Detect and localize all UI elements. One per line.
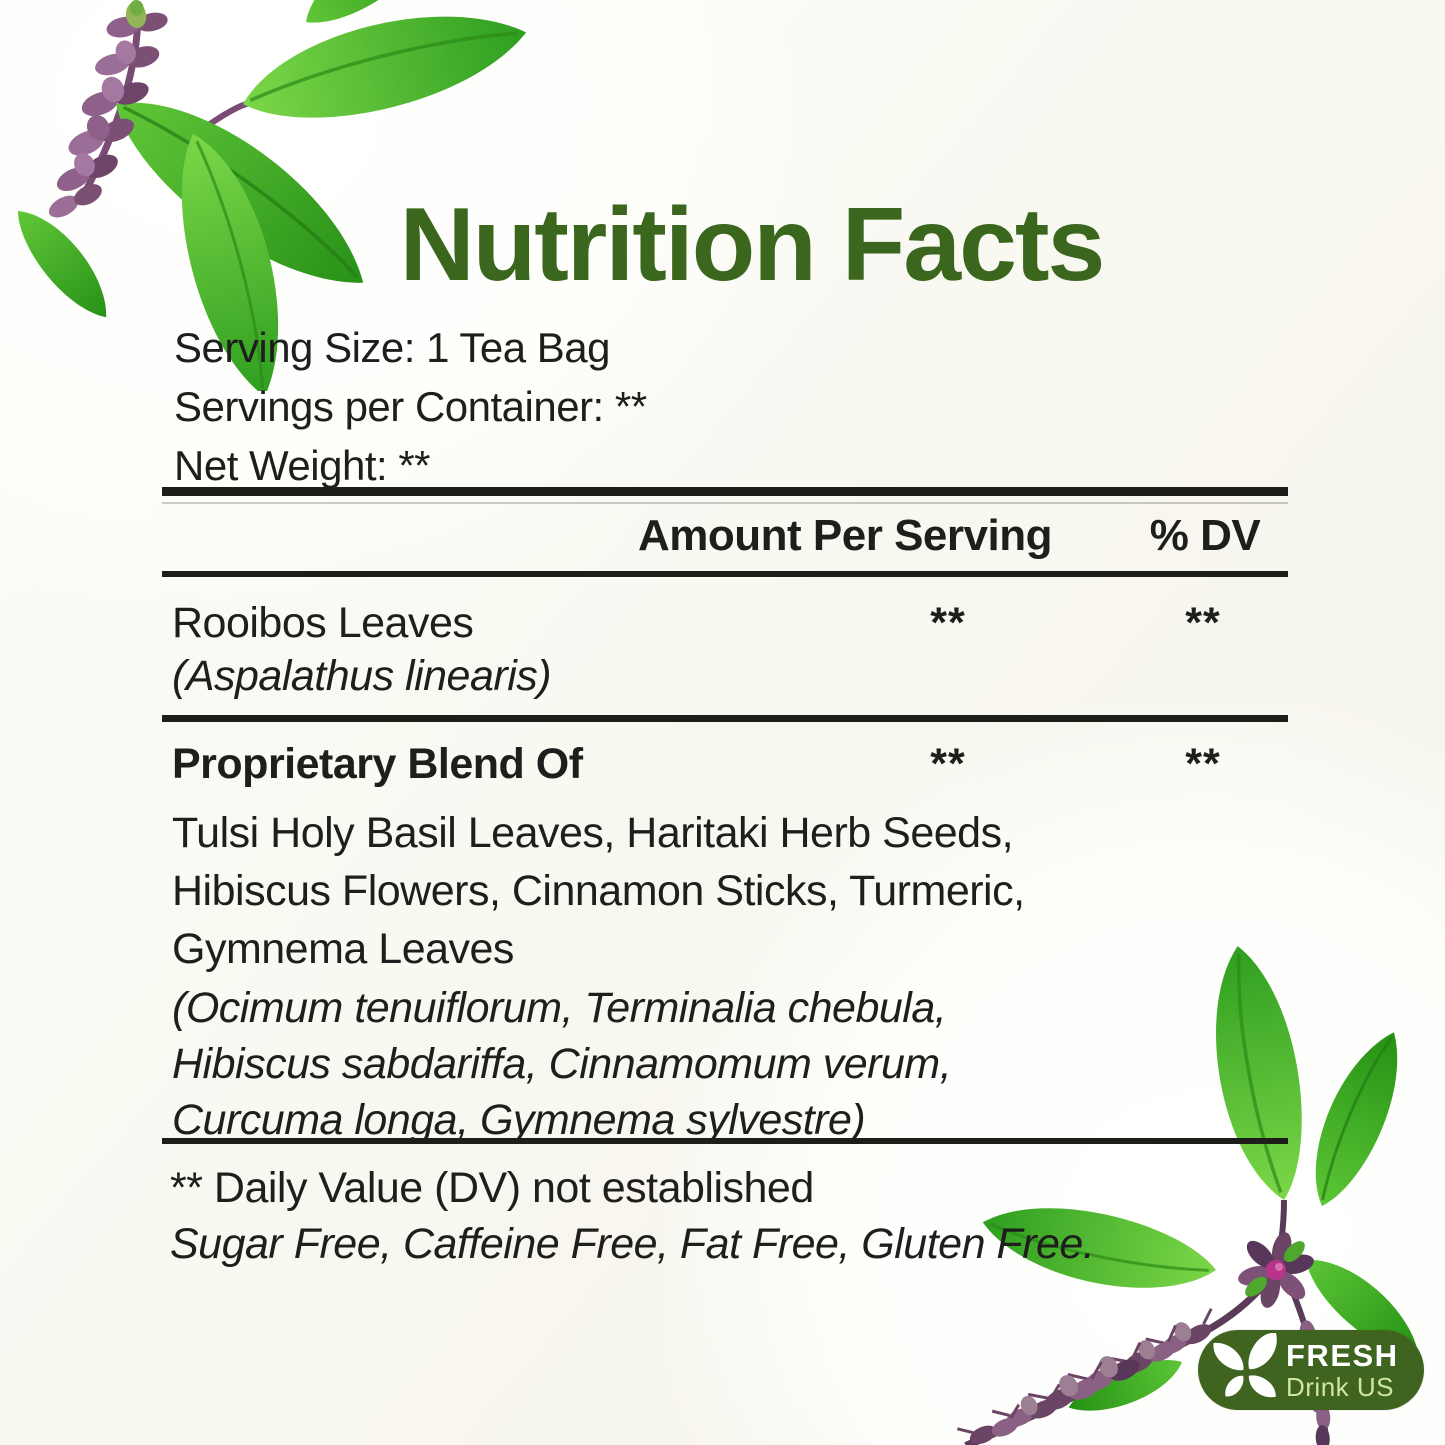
blend-latin-line: Curcuma longa, Gymnema sylvestre) (172, 1096, 866, 1144)
leaf-cluster-icon (1213, 1333, 1277, 1398)
tulsi-plant-bottom-right-icon (956, 946, 1419, 1445)
flower-spike (956, 1308, 1331, 1445)
table-bottom-rule (162, 1138, 1288, 1144)
row-blend-dv: ** (1185, 740, 1221, 788)
row-rooibos-latin: (Aspalathus linearis) (172, 652, 552, 700)
net-weight: Net Weight: ** (174, 442, 431, 489)
row-rooibos-amount: ** (930, 599, 966, 647)
blend-components: Tulsi Holy Basil Leaves, Haritaki Herb S… (172, 804, 1025, 978)
brand-logo-text: FRESH Drink US (1286, 1340, 1399, 1400)
brand-name: FRESH (1286, 1338, 1399, 1373)
dv-footnote: ** Daily Value (DV) not established (170, 1164, 814, 1212)
free-claims: Sugar Free, Caffeine Free, Fat Free, Glu… (170, 1220, 1095, 1268)
column-header-amount: Amount Per Serving (638, 511, 1052, 560)
blend-components-line: Tulsi Holy Basil Leaves, Haritaki Herb S… (172, 809, 1014, 857)
brand-logo: FRESH Drink US (1198, 1330, 1424, 1410)
page-title: Nutrition Facts (399, 187, 1106, 303)
blend-components-line: Hibiscus Flowers, Cinnamon Sticks, Turme… (172, 867, 1025, 915)
tulsi-plant-top-left-icon (17, 0, 527, 391)
row-rooibos-name: Rooibos Leaves (172, 599, 474, 647)
row-blend-name: Proprietary Blend Of (172, 740, 583, 788)
blend-latin-line: Hibiscus sabdariffa, Cinnamomum verum, (172, 1040, 952, 1088)
header-divider-rule (162, 571, 1288, 577)
table-top-rule (162, 487, 1288, 496)
row-divider-rule (162, 715, 1288, 722)
flower-spike (48, 0, 168, 218)
servings-per-container: Servings per Container: ** (174, 383, 647, 430)
row-rooibos-dv: ** (1185, 599, 1221, 647)
serving-size: Serving Size: 1 Tea Bag (174, 324, 611, 371)
row-blend-amount: ** (930, 740, 966, 788)
column-header-dv: % DV (1149, 511, 1261, 560)
brand-subtitle: Drink US (1286, 1372, 1395, 1402)
blend-latin-line: (Ocimum tenuiflorum, Terminalia chebula, (172, 984, 947, 1032)
flower-rosette (1238, 1232, 1314, 1308)
serving-meta: Serving Size: 1 Tea Bag Servings per Con… (174, 318, 647, 495)
table-top-rule-shadow (162, 502, 1288, 504)
blend-components-line: Gymnema Leaves (172, 925, 514, 973)
blend-latin-names: (Ocimum tenuiflorum, Terminalia chebula,… (172, 980, 952, 1148)
